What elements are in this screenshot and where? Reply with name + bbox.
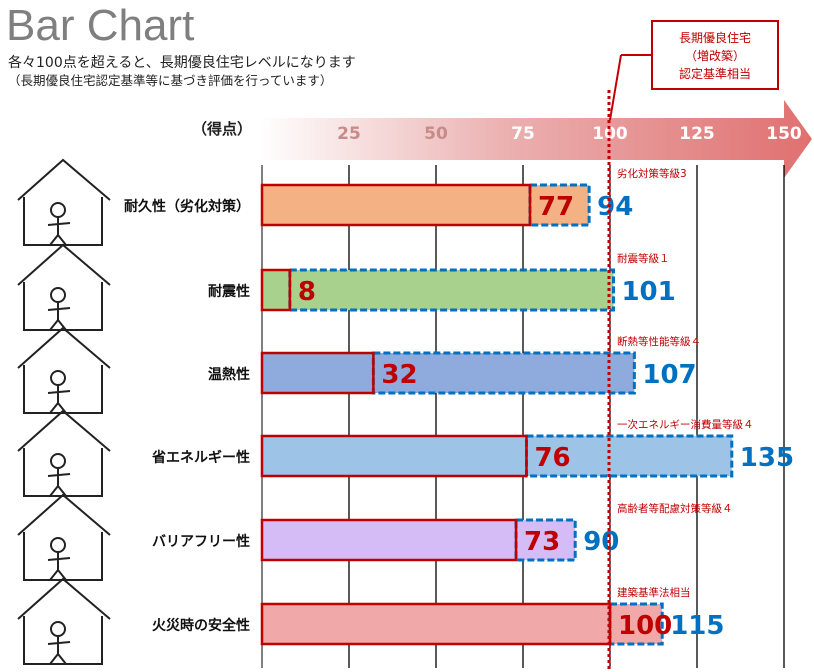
after-value-label: 101 bbox=[621, 277, 675, 307]
bar-row: バリアフリー性 73 90 高齢者等配慮対策等級４ bbox=[152, 502, 733, 562]
bar-current bbox=[260, 434, 528, 478]
grade-annotation: 建築基準法相当 bbox=[617, 586, 691, 599]
category-label: 火災時の安全性 bbox=[152, 617, 250, 634]
after-value-label: 90 bbox=[583, 527, 619, 557]
chart-title: Bar Chart bbox=[6, 1, 195, 50]
category-label: 温熱性 bbox=[208, 366, 250, 383]
house-illustration-icon bbox=[17, 158, 111, 246]
house-illustration-icon bbox=[17, 409, 111, 497]
category-label: 耐震性 bbox=[208, 283, 250, 300]
axis-arrow bbox=[258, 100, 812, 178]
grade-annotation: 劣化対策等級3 bbox=[617, 167, 687, 180]
house-illustration-icon bbox=[17, 243, 111, 331]
reference-callout: 長期優良住宅 （増改築） 認定基準相当 bbox=[651, 20, 779, 90]
bar-row: 省エネルギー性 76 135 一次エネルギー消費量等級４ bbox=[151, 418, 794, 478]
callout-line1: 長期優良住宅 bbox=[678, 31, 751, 45]
grade-annotation: 断熱等性能等級４ bbox=[617, 335, 701, 348]
bar-fill bbox=[262, 604, 663, 644]
callout-line2: （増改築） bbox=[684, 49, 745, 63]
bar-current bbox=[260, 351, 375, 395]
bar-current bbox=[260, 183, 532, 227]
grade-annotation: 高齢者等配慮対策等級４ bbox=[617, 502, 733, 515]
chart-note: （長期優良住宅認定基準等に基づき評価を行っています） bbox=[8, 73, 333, 88]
house-illustration-icon bbox=[17, 326, 111, 414]
chart-subtitle: 各々100点を超えると、長期優良住宅レベルになります bbox=[8, 55, 356, 71]
tick-label: 150 bbox=[766, 124, 802, 144]
bar-fill bbox=[262, 353, 635, 393]
grade-annotation: 一次エネルギー消費量等級４ bbox=[617, 418, 754, 431]
house-illustration-icon bbox=[17, 493, 111, 581]
tick-label: 75 bbox=[511, 124, 535, 144]
after-value-label: 107 bbox=[642, 360, 696, 390]
bar-fill bbox=[262, 436, 732, 476]
tick-label: 25 bbox=[337, 124, 361, 144]
current-value-label: 8 bbox=[298, 277, 316, 307]
current-value-label: 73 bbox=[524, 527, 560, 557]
bar-after bbox=[288, 268, 615, 312]
bar-row: 温熱性 32 107 断熱等性能等級４ bbox=[208, 335, 701, 395]
after-value-label: 94 bbox=[597, 192, 633, 222]
callout-line3: 認定基準相当 bbox=[678, 67, 751, 81]
category-label: 省エネルギー性 bbox=[151, 449, 250, 466]
bar-row: 耐震性 8 101 耐震等級１ bbox=[208, 252, 676, 312]
after-value-label: 135 bbox=[740, 443, 794, 473]
house-illustration-icon bbox=[17, 577, 111, 665]
category-label: 耐久性（劣化対策） bbox=[124, 198, 250, 215]
tick-label: 125 bbox=[679, 124, 715, 144]
tick-label: 50 bbox=[424, 124, 448, 144]
current-value-label: 77 bbox=[538, 192, 574, 222]
bar-row: 耐久性（劣化対策） 77 94 劣化対策等級3 bbox=[124, 167, 687, 227]
current-value-label: 32 bbox=[381, 360, 417, 390]
after-value-label: 115 bbox=[670, 611, 724, 641]
bar-fill bbox=[262, 270, 614, 310]
current-value-label: 100 bbox=[618, 611, 672, 641]
axis-label: （得点） bbox=[192, 120, 252, 138]
bar-fill bbox=[262, 520, 576, 560]
grade-annotation: 耐震等級１ bbox=[617, 252, 670, 265]
current-value-label: 76 bbox=[534, 443, 570, 473]
bar-current bbox=[260, 518, 518, 562]
category-label: バリアフリー性 bbox=[152, 533, 250, 550]
bar-current bbox=[260, 268, 292, 312]
bar-fill bbox=[262, 185, 590, 225]
